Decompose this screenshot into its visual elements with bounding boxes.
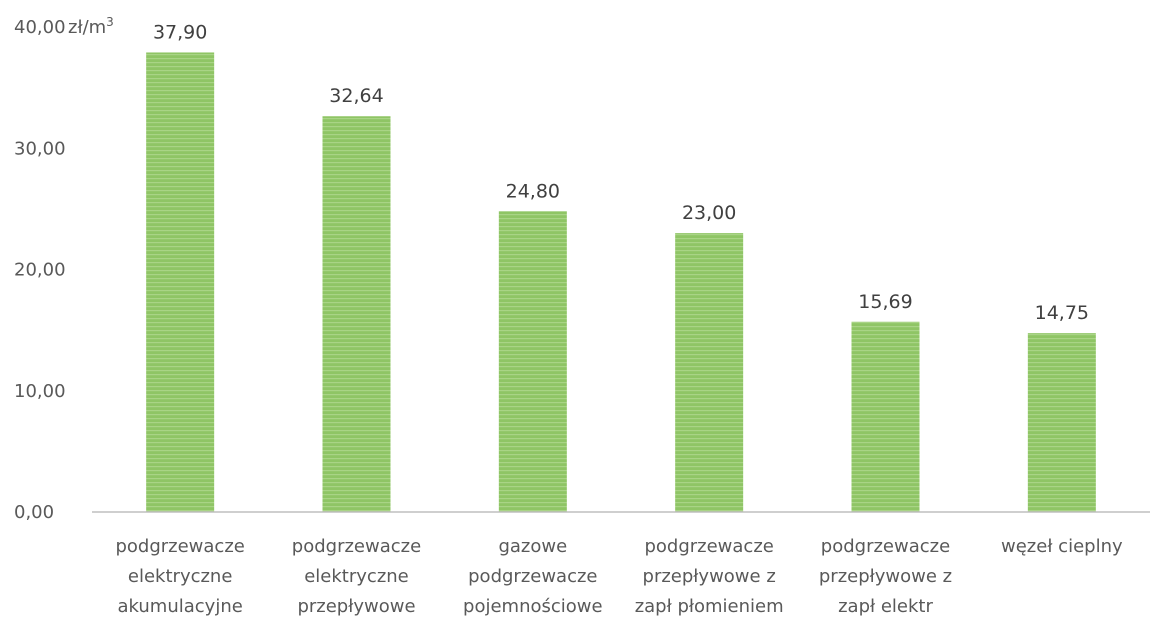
x-tick-label: podgrzewacze przepływowe z zapł płomieniem: [635, 536, 784, 617]
x-tick-label-line: zapł elektr: [838, 596, 933, 617]
data-label: 32,64: [329, 85, 383, 107]
y-tick-label: 0,00: [14, 502, 54, 523]
y-unit-superscript: 3: [106, 15, 114, 29]
x-tick-label-line: przepływowe z: [643, 566, 776, 587]
y-tick-label: 40,00: [14, 17, 66, 38]
x-tick-label-line: podgrzewacze: [292, 536, 421, 557]
x-tick-label-line: węzeł cieplny: [1001, 536, 1123, 557]
x-tick-label-line: przepływowe z: [819, 566, 952, 587]
bar: [675, 233, 744, 512]
x-tick-label-line: przepływowe: [297, 596, 415, 617]
data-label: 15,69: [858, 291, 912, 313]
bar: [1027, 333, 1096, 512]
data-label: 14,75: [1035, 302, 1089, 324]
x-tick-label-line: akumulacyjne: [118, 596, 243, 617]
y-tick-label: 30,00: [14, 138, 66, 159]
x-tick-label-line: podgrzewacze: [821, 536, 950, 557]
x-tick-label-line: podgrzewacze: [644, 536, 773, 557]
data-label: 24,80: [506, 180, 560, 202]
y-unit-label: zł/m3: [68, 15, 114, 38]
y-axis-ticks: 0,00 10,00 20,00 30,00 40,00 zł/m3: [14, 15, 114, 523]
x-tick-label-line: pojemnościowe: [463, 596, 603, 617]
x-tick-label: podgrzewacze elektryczne przepływowe: [292, 536, 421, 617]
x-tick-label-line: gazowe: [498, 536, 567, 557]
x-tick-label-line: zapł płomieniem: [635, 596, 784, 617]
y-tick-label: 10,00: [14, 381, 66, 402]
x-tick-label: gazowe podgrzewacze pojemnościowe: [463, 536, 603, 617]
bar: [322, 116, 391, 513]
data-label: 23,00: [682, 202, 736, 224]
x-tick-label: podgrzewacze przepływowe z zapł elektr: [819, 536, 952, 617]
x-tick-label-line: podgrzewacze: [468, 566, 597, 587]
bar: [146, 52, 215, 513]
bar: [851, 321, 920, 512]
data-label: 37,90: [153, 21, 207, 43]
x-tick-label-line: elektryczne: [128, 566, 233, 587]
bar: [498, 211, 567, 513]
value-labels-group: 37,90 32,64 24,80 23,00 15,69 14,75: [153, 21, 1089, 324]
x-tick-label-line: podgrzewacze: [115, 536, 244, 557]
x-tick-label-line: elektryczne: [304, 566, 409, 587]
x-tick-label: podgrzewacze elektryczne akumulacyjne: [115, 536, 244, 617]
x-axis-labels: podgrzewacze elektryczne akumulacyjnepodgr…: [115, 536, 1123, 617]
y-tick-label: 20,00: [14, 260, 66, 281]
x-tick-label: węzeł cieplny: [1001, 536, 1123, 557]
bars-group: [146, 52, 1096, 513]
